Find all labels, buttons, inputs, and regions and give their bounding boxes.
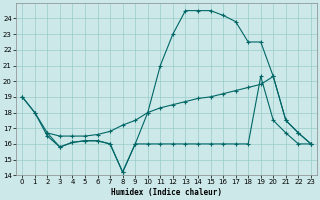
X-axis label: Humidex (Indice chaleur): Humidex (Indice chaleur) [111, 188, 222, 197]
